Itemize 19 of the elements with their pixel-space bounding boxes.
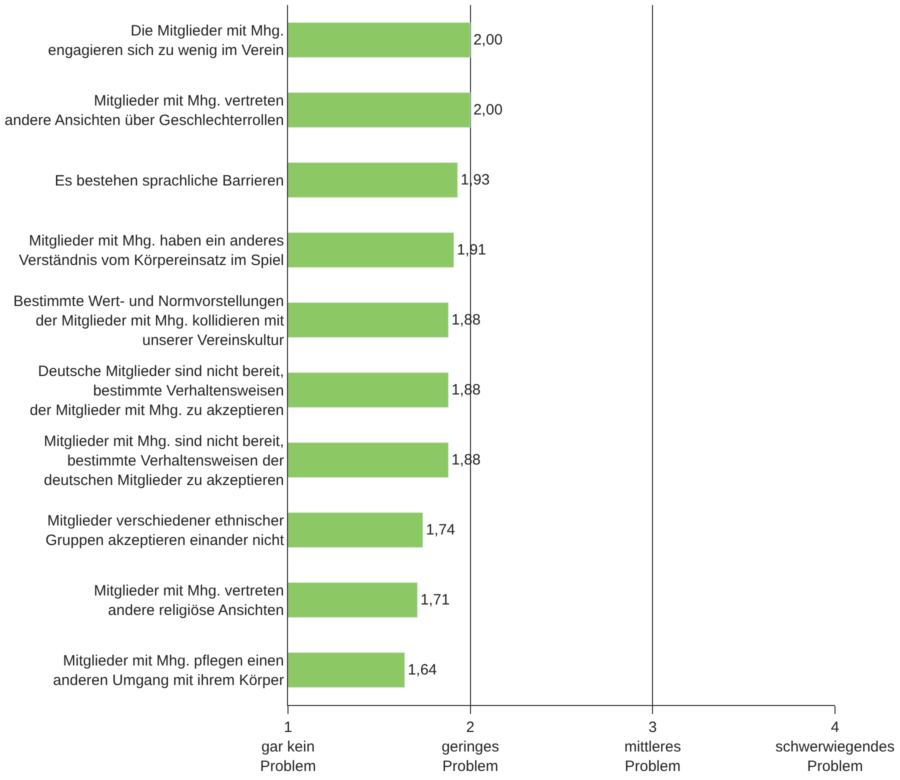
y-tick-label: Mitglieder mit Mhg. haben ein anderes Verständnis vom Körpereinsatz im Spiel [18, 232, 284, 269]
y-tick-label: Mitglieder mit Mhg. vertreten andere Ansichten über Geschlechterrollen [4, 92, 284, 129]
x-tick-label: 4 schwerwiegendes Problem [775, 719, 895, 775]
y-tick-label: Es bestehen sprachliche Barrieren [54, 172, 284, 190]
y-tick-label: Mitglieder mit Mhg. vertreten andere religiöse Ansichten [94, 582, 284, 619]
data-label: 2,00 [473, 32, 503, 48]
x-tick-label: 3 mittleres Problem [624, 719, 682, 775]
x-tick-label: 2 geringes Problem [442, 719, 500, 775]
data-label: 1,71 [420, 592, 450, 608]
data-label: 1,74 [426, 522, 456, 538]
data-label: 1,64 [408, 662, 437, 678]
x-tick-label: 1 gar kein Problem [260, 719, 316, 775]
y-tick-label: Deutsche Mitglieder sind nicht bereit, bestimmte Verhaltensweisen der Mitglieder mit Mhg. zu akzeptieren [30, 362, 284, 419]
y-tick-label: Bestimmte Wert- und Normvorstellungen der Mitglieder mit Mhg. kollidieren mit unserer Vereinskultur [13, 292, 285, 349]
y-tick-label: Mitglieder mit Mhg. pflegen einen anderen Umgang mit ihrem Körper [53, 652, 284, 689]
y-tick-label: Mitglieder verschiedener ethnischer Gruppen akzeptieren einander nicht [46, 512, 285, 549]
y-tick-label: Die Mitglieder mit Mhg. engagieren sich zu wenig im Verein [48, 22, 284, 59]
data-label: 2,00 [473, 102, 503, 118]
y-tick-label: Mitglieder mit Mhg. sind nicht bereit, bestimmte Verhaltensweisen der deutschen Mitglieder zu akzeptieren [44, 432, 284, 489]
